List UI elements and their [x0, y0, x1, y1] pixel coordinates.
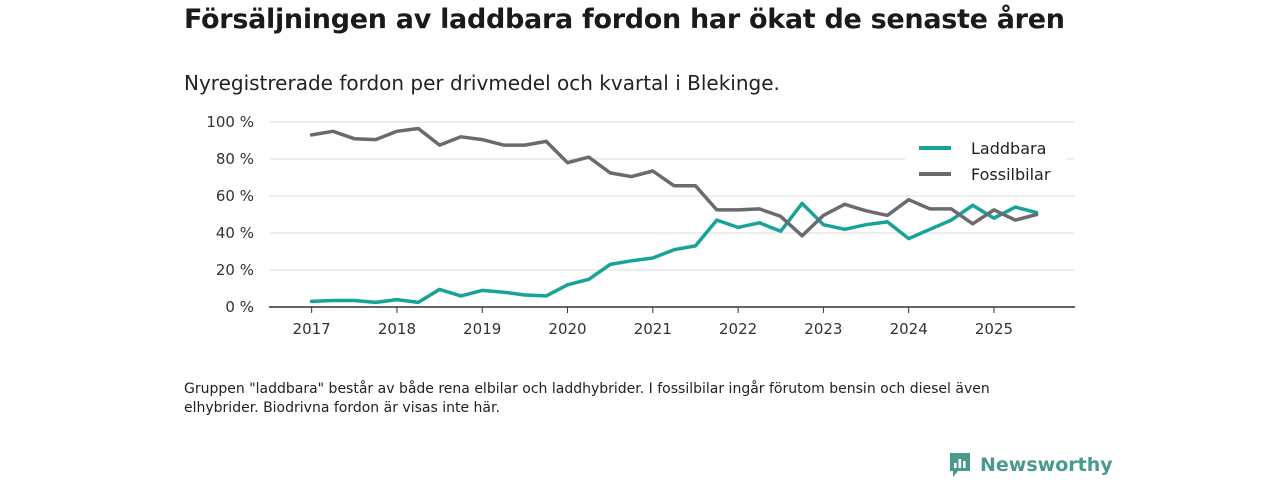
chart-title: Försäljningen av laddbara fordon har öka… [184, 4, 1065, 35]
legend: Laddbara Fossilbilar [905, 130, 1067, 192]
series-line-laddbara [309, 201, 1039, 305]
y-tick-label: 20 % [216, 261, 254, 279]
legend-background [905, 130, 1067, 192]
x-tick-label: 2022 [719, 320, 757, 338]
y-tick-label: 60 % [216, 187, 254, 205]
series-layer [309, 126, 1039, 305]
legend-label-fossilbilar: Fossilbilar [971, 165, 1051, 184]
brand-logo[interactable]: Newsworthy [948, 451, 1113, 479]
x-tick-label: 2021 [634, 320, 672, 338]
footnote: Gruppen "laddbara" består av både rena e… [184, 381, 990, 416]
x-tick-label: 2017 [293, 320, 331, 338]
newsworthy-logo-icon [950, 453, 970, 477]
x-tick-label: 2025 [975, 320, 1013, 338]
x-tick-label: 2019 [463, 320, 501, 338]
x-tick-label: 2018 [378, 320, 416, 338]
series-line-fossilbilar [309, 126, 1039, 238]
axes: 0 % 20 % 40 % 60 % 80 % 100 % 2017 2018 2019 2020… [206, 113, 1075, 338]
x-tick-label: 2020 [548, 320, 586, 338]
y-tick-label: 100 % [206, 113, 254, 131]
y-tick-label: 80 % [216, 150, 254, 168]
chart-subtitle: Nyregistrerade fordon per drivmedel och … [184, 71, 780, 95]
brand-name: Newsworthy [980, 454, 1113, 476]
x-tick-label: 2024 [890, 320, 928, 338]
y-tick-label: 0 % [225, 298, 254, 316]
y-tick-label: 40 % [216, 224, 254, 242]
legend-label-laddbara: Laddbara [971, 139, 1046, 158]
x-tick-label: 2023 [804, 320, 842, 338]
